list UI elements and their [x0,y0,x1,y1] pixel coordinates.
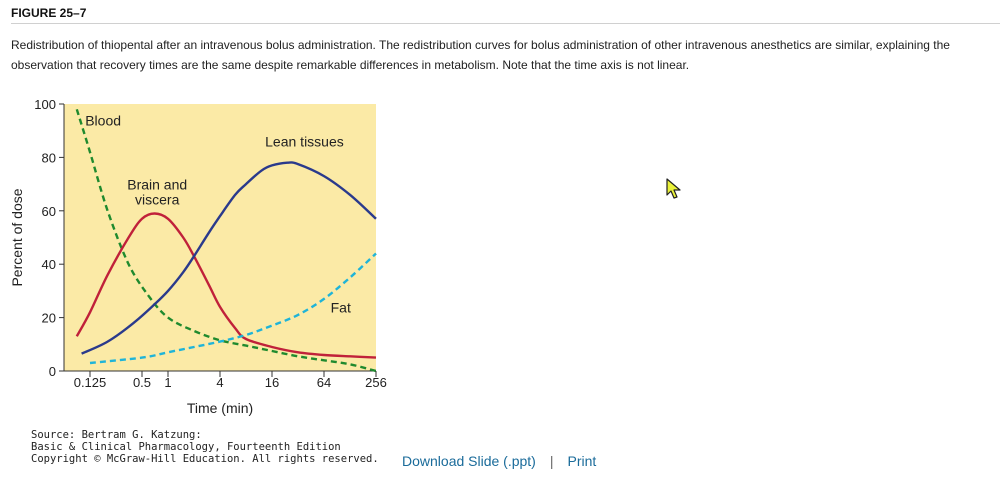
figure-title: FIGURE 25–7 [11,6,87,20]
print-link[interactable]: Print [567,453,597,469]
x-tick-label: 4 [216,375,223,390]
series-line-blood [75,108,377,373]
slide-actions: Download Slide (.ppt) | Print [402,452,596,470]
action-separator: | [549,453,554,469]
x-tick-label: 64 [317,375,331,390]
x-tick-label: 0.125 [74,375,107,390]
x-tick-label: 256 [365,375,387,390]
series-label-line: Fat [331,299,351,315]
figure-caption: Redistribution of thiopental after an in… [11,38,950,72]
y-tick-label: 0 [49,364,56,379]
mouse-pointer-icon [666,178,681,199]
series-label-line: Lean tissues [265,134,344,150]
x-tick-label: 1 [164,375,171,390]
figure-source: Source: Bertram G. Katzung: Basic & Clin… [31,429,379,465]
x-axis-title: Time (min) [187,400,253,416]
series-label-fat: Fat [331,299,351,315]
series-label-line: viscera [135,191,180,207]
source-line-2: Basic & Clinical Pharmacology, Fourteent… [31,441,341,453]
thiopental-redistribution-chart: 0 20 40 60 80 100 0.125 0.5 1 4 16 64 256 Time (min) P… [9,97,387,416]
y-tick-label: 20 [42,311,56,326]
y-tick-label: 100 [34,97,56,112]
plot-background [64,104,376,371]
y-tick-label: 40 [42,257,56,272]
series-line-brain [75,212,377,359]
y-tick-label: 60 [42,204,56,219]
series-label-lean: Lean tissues [265,134,344,150]
series-line-lean [81,161,377,355]
source-line-3: Copyright © McGraw-Hill Education. All r… [31,453,379,465]
series-label-line: Blood [85,112,121,128]
series-label-blood: Blood [85,112,121,128]
series-label-brain: Brain and viscera [127,176,187,207]
y-axis-title: Percent of dose [9,188,25,286]
figure-header: FIGURE 25–7 [11,6,1000,24]
series-line-fat [89,252,377,365]
download-slide-link[interactable]: Download Slide (.ppt) [402,453,536,469]
x-tick-label: 16 [265,375,279,390]
x-tick-label: 0.5 [133,375,151,390]
series-label-line: Brain and [127,176,187,192]
source-line-1: Source: Bertram G. Katzung: [31,429,202,441]
y-tick-label: 80 [42,150,56,165]
